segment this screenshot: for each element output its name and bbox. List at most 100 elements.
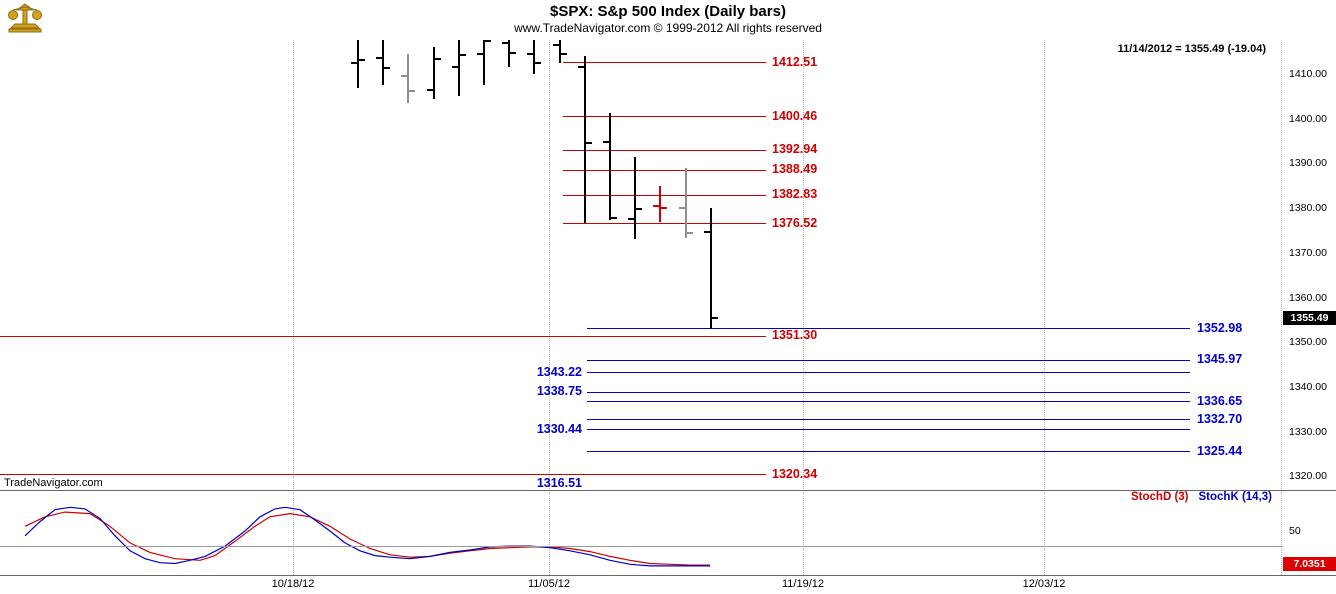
support-label: 1343.22	[536, 364, 582, 379]
resistance-line[interactable]	[563, 62, 766, 64]
panel-divider-top	[0, 490, 1336, 491]
price-bar-open-tick	[401, 75, 408, 78]
price-axis-label: 1390.00	[1289, 157, 1327, 170]
price-bar-open-tick	[376, 57, 383, 60]
price-axis-label: 1330.00	[1289, 425, 1327, 438]
price-bar-close-tick	[661, 207, 668, 210]
price-axis-label: 1320.00	[1289, 470, 1327, 483]
price-bar-open-tick	[477, 52, 483, 55]
resistance-line[interactable]	[563, 116, 766, 118]
resistance-line[interactable]	[563, 169, 766, 171]
vertical-gridline	[803, 40, 804, 575]
price-axis-label: 1350.00	[1289, 336, 1327, 349]
support-line[interactable]	[587, 391, 1190, 393]
support-label: 1336.65	[1197, 393, 1243, 408]
price-bar	[407, 53, 410, 104]
price-bar	[357, 40, 359, 89]
panel-divider-bottom	[0, 575, 1336, 576]
support-line[interactable]	[587, 429, 1190, 431]
resistance-label: 1382.83	[772, 187, 818, 202]
last-quote-readout: 11/14/2012 = 1355.49 (-19.04)	[1117, 43, 1266, 55]
support-line[interactable]	[587, 419, 1190, 421]
price-bar-close-tick	[409, 89, 416, 92]
stochd-line	[24, 511, 710, 566]
price-bar	[634, 156, 637, 240]
support-line[interactable]	[587, 401, 1190, 403]
resistance-line[interactable]	[563, 223, 766, 225]
price-bar-open-tick	[426, 88, 433, 91]
price-bar	[483, 40, 485, 86]
indicator-axis: 50 7.0351	[1283, 490, 1336, 575]
price-bar-open-tick	[628, 218, 635, 221]
support-line[interactable]	[587, 451, 1190, 453]
price-bar-open-tick	[678, 206, 685, 209]
vertical-gridline	[293, 40, 294, 575]
price-axis-label: 1400.00	[1289, 112, 1327, 125]
price-bar-open-tick	[603, 140, 609, 143]
resistance-line[interactable]	[0, 335, 766, 337]
vertical-gridline	[549, 40, 550, 575]
stochd-legend-label[interactable]: StochD (3)	[1131, 491, 1189, 503]
resistance-label: 1412.51	[772, 54, 818, 69]
chart-title: $SPX: S&p 500 Index (Daily bars)	[550, 3, 786, 20]
price-bar-open-tick	[527, 52, 534, 55]
support-label: 1332.70	[1197, 411, 1243, 426]
price-bar-close-tick	[711, 316, 718, 319]
date-axis-label: 12/03/12	[1022, 578, 1066, 590]
vertical-gridline	[1044, 40, 1045, 575]
price-bar-close-tick	[459, 53, 466, 56]
resistance-line[interactable]	[563, 194, 766, 196]
price-bar-open-tick	[502, 41, 509, 44]
price-chart-area[interactable]: TradeNavigator.com 1412.51 1400.46 1392.94…	[0, 40, 1283, 490]
date-axis-label: 10/18/12	[271, 578, 315, 590]
support-label: 1330.44	[536, 421, 582, 436]
support-label: 1345.97	[1197, 352, 1243, 367]
price-bar	[508, 40, 511, 68]
indicator-reference-line	[0, 546, 1283, 548]
price-bar-close-tick	[485, 40, 491, 43]
support-label: 1316.51	[536, 476, 582, 490]
price-axis-label: 1360.00	[1289, 291, 1327, 304]
price-axis-label: 1370.00	[1289, 246, 1327, 259]
resistance-label: 1320.34	[772, 466, 818, 481]
price-bar-close-tick	[510, 51, 517, 54]
price-bar-open-tick	[577, 66, 584, 69]
resistance-line[interactable]	[563, 149, 766, 151]
price-axis-label: 1340.00	[1289, 380, 1327, 393]
date-axis-label: 11/05/12	[527, 578, 570, 590]
price-bar-open-tick	[351, 61, 357, 64]
price-bar-close-tick	[359, 58, 365, 61]
last-price-box: 1355.49	[1283, 310, 1336, 325]
price-bar-open-tick	[703, 231, 710, 234]
resistance-line[interactable]	[0, 474, 766, 476]
trade-navigator-logo-icon	[6, 2, 44, 39]
price-bar	[432, 47, 435, 99]
gridline-layer	[0, 40, 1283, 575]
price-bar	[583, 56, 586, 224]
support-line[interactable]	[587, 328, 1190, 330]
price-bar-close-tick	[434, 58, 441, 61]
price-bar-open-tick	[653, 204, 660, 207]
price-bar	[684, 167, 687, 239]
price-axis-label: 1380.00	[1289, 202, 1327, 215]
price-bar-close-tick	[535, 61, 542, 64]
price-bar	[659, 185, 662, 223]
price-axis: 1355.49 1410.00 1400.00 1390.00 1380.00 1370…	[1283, 40, 1336, 490]
support-label: 1325.44	[1197, 443, 1243, 458]
support-line[interactable]	[587, 372, 1190, 373]
support-line[interactable]	[587, 359, 1190, 361]
indicator-legend: StochD (3) StochK (14,3)	[1131, 491, 1272, 503]
watermark: TradeNavigator.com	[4, 477, 103, 489]
resistance-label: 1392.94	[772, 142, 818, 157]
price-bar-open-tick	[552, 43, 559, 46]
price-bar-open-tick	[451, 66, 458, 69]
price-axis-label: 1410.00	[1289, 68, 1327, 80]
date-axis-label: 11/19/12	[781, 578, 824, 590]
copyright-line: www.TradeNavigator.com © 1999-2012 All r…	[514, 21, 822, 35]
price-bar	[609, 113, 611, 221]
stochk-legend-label[interactable]: StochK (14,3)	[1198, 491, 1273, 503]
stochastic-panel[interactable]: StochD (3) StochK (14,3)	[0, 490, 1283, 575]
price-bar-close-tick	[686, 231, 693, 234]
resistance-label: 1351.30	[772, 328, 818, 343]
stochastic-plot	[24, 506, 710, 567]
